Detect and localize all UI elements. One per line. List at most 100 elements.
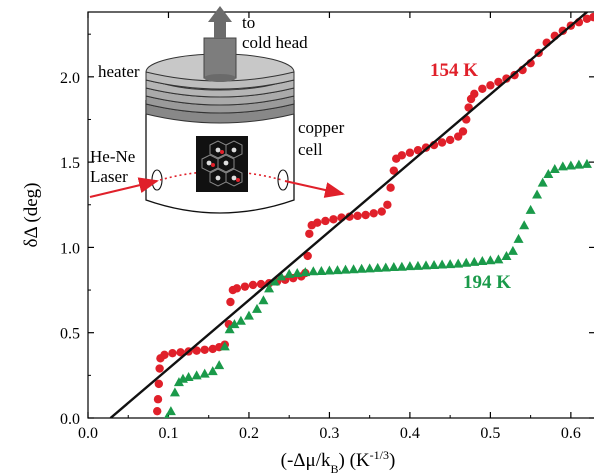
data-point-154k [240,282,250,291]
data-point-154k [369,209,378,218]
data-point-194k [453,258,464,268]
data-point-154k [494,77,503,87]
data-point-154k [478,84,487,93]
data-point-194k [300,267,311,277]
data-point-154k [377,207,386,216]
data-point-154k [313,218,322,227]
x-tick-label: 0.4 [400,425,420,442]
inset-apparatus: to cold head heater copper cell He-Ne La… [89,6,345,214]
data-point-194k [380,262,391,272]
sample-icon [196,136,248,192]
data-point-154k [226,297,235,307]
y-tick-label: 2.0 [60,70,80,87]
data-point-194k [191,370,202,380]
data-point-194k [396,261,407,271]
data-point-194k [264,283,275,293]
data-point-194k [437,259,448,269]
data-point-194k [199,368,210,378]
inset-label-cold-head: cold head [242,33,308,52]
data-point-194k [252,303,262,313]
data-point-154k [361,210,370,220]
data-point-154k [329,215,338,224]
data-point-154k [155,364,164,373]
series-label-154k: 154 K [430,60,478,81]
data-point-154k [458,127,468,136]
data-point-154k [232,284,242,293]
data-point-154k [176,348,185,357]
data-point-154k [153,406,162,416]
data-point-194k [557,161,568,171]
x-tick-label: 0.3 [319,425,339,442]
data-point-154k [383,200,392,209]
data-point-194k [372,262,383,272]
series-label-194k: 194 K [463,272,511,293]
x-tick-label: 0.1 [158,425,178,442]
data-point-194k [348,264,359,274]
data-point-194k [421,260,431,270]
data-point-194k [573,159,584,169]
data-point-194k [507,245,518,255]
cold-finger [203,37,237,79]
data-point-194k [308,266,319,276]
data-point-154k [389,166,399,175]
arrow-up-icon [208,6,232,38]
data-point-194k [340,264,351,274]
heater-stack [145,53,295,124]
data-point-194k [493,254,504,264]
data-point-194k [292,268,303,277]
data-point-194k [412,260,423,270]
data-point-154k [413,145,423,155]
data-point-194k [219,341,230,351]
data-point-194k [543,169,554,179]
data-point-154k [208,344,217,354]
data-point-194k [388,262,399,272]
y-tick-label: 0.5 [60,326,80,343]
data-point-194k [258,295,269,305]
inset-label-cell: cell [298,140,323,159]
plot-frame [87,11,594,419]
data-point-194k [316,265,327,275]
data-point-194k [477,256,488,266]
data-point-154k [248,280,258,290]
data-point-194k [324,265,335,275]
x-tick-label: 0.6 [561,425,581,442]
data-point-194k [235,315,246,325]
data-point-194k [164,413,170,418]
data-point-154k [397,151,407,160]
data-point-194k [224,324,235,334]
series-194k [164,158,592,418]
data-point-194k [513,233,524,243]
laser-beam-out [284,180,345,198]
y-tick-label: 1.0 [60,240,80,257]
inset-label-laser: Laser [90,167,128,186]
x-tick-label: 0.0 [78,425,98,442]
data-point-154k [192,346,201,355]
data-point-154k [386,183,395,192]
data-point-154k [437,138,447,147]
data-point-154k [353,211,362,221]
data-point-154k [200,345,209,354]
data-point-154k [502,74,511,83]
data-point-194k [565,160,576,170]
data-point-154k [303,251,312,261]
data-point-194k [445,259,456,269]
data-point-154k [153,395,163,404]
data-point-194k [404,261,415,271]
data-point-194k [501,250,512,260]
data-point-194k [461,257,472,267]
data-point-194k [549,163,560,173]
data-point-194k [429,259,440,269]
data-point-194k [229,319,240,329]
data-point-194k [207,366,218,376]
x-tick-label: 0.2 [239,425,259,442]
data-point-154k [168,348,177,358]
data-point-154k [445,135,455,145]
inset-label-he-ne: He-Ne [90,147,135,166]
inset-label-copper: copper [298,118,345,137]
data-point-194k [276,271,287,281]
x-axis-ticks: 0.0 0.1 0.2 0.3 0.4 0.5 0.6 [78,12,581,442]
data-point-194k [525,204,536,214]
data-point-194k [169,387,180,397]
laser-beam-in [89,177,159,198]
